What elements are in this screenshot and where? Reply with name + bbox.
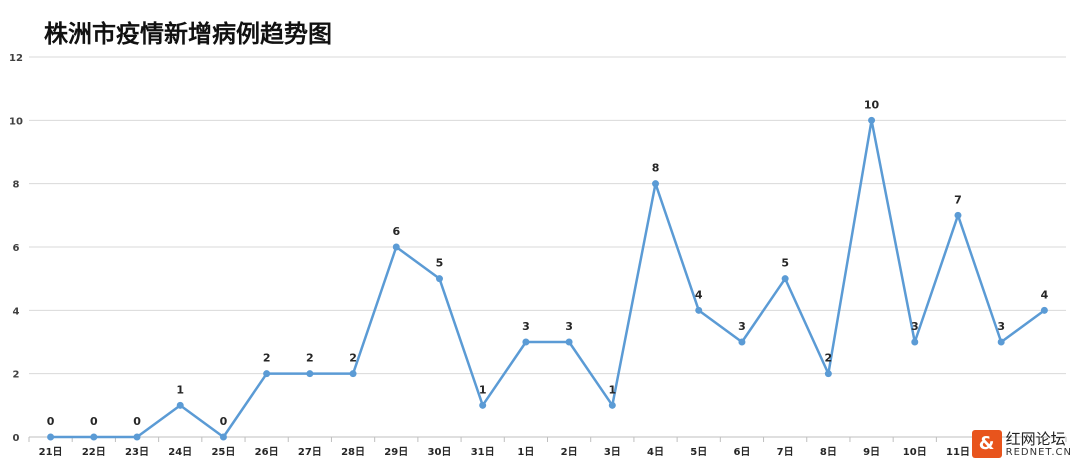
data-point bbox=[781, 275, 789, 283]
x-tick-label: 26日 bbox=[255, 446, 279, 458]
x-tick-label: 24日 bbox=[168, 446, 192, 458]
x-tick-label: 9日 bbox=[863, 446, 880, 458]
data-point bbox=[911, 338, 919, 346]
data-label: 5 bbox=[781, 257, 789, 270]
x-tick-label: 22日 bbox=[82, 446, 106, 458]
x-tick-label: 10日 bbox=[903, 446, 927, 458]
x-tick-label: 29日 bbox=[384, 446, 408, 458]
data-point bbox=[90, 433, 98, 441]
data-label: 6 bbox=[392, 225, 400, 238]
data-label: 3 bbox=[522, 320, 530, 333]
data-label: 1 bbox=[479, 383, 487, 396]
data-point bbox=[738, 338, 746, 346]
data-label: 2 bbox=[263, 352, 271, 365]
data-point bbox=[219, 433, 227, 441]
data-point bbox=[435, 275, 443, 283]
y-tick-label: 10 bbox=[9, 116, 23, 127]
data-label: 2 bbox=[349, 352, 357, 365]
x-tick-label: 2日 bbox=[561, 446, 578, 458]
data-point bbox=[824, 370, 832, 378]
data-label: 0 bbox=[47, 415, 55, 428]
data-point bbox=[997, 338, 1005, 346]
x-tick-label: 8日 bbox=[820, 446, 837, 458]
y-tick-label: 0 bbox=[13, 433, 20, 444]
data-point bbox=[176, 401, 184, 409]
data-point bbox=[306, 370, 314, 378]
y-tick-label: 2 bbox=[13, 370, 20, 381]
data-label: 1 bbox=[176, 383, 184, 396]
data-point bbox=[565, 338, 573, 346]
data-label: 3 bbox=[565, 320, 573, 333]
x-tick-label: 25日 bbox=[211, 446, 235, 458]
rednet-logo-icon: & bbox=[971, 430, 1002, 458]
data-label: 4 bbox=[1041, 288, 1049, 301]
y-tick-label: 4 bbox=[13, 306, 20, 317]
data-label: 2 bbox=[825, 352, 833, 365]
data-point bbox=[868, 116, 876, 124]
data-label: 3 bbox=[911, 320, 919, 333]
data-label: 10 bbox=[864, 98, 880, 111]
data-label: 0 bbox=[220, 415, 228, 428]
data-label: 1 bbox=[608, 383, 616, 396]
data-label: 7 bbox=[954, 193, 962, 206]
x-tick-label: 31日 bbox=[471, 446, 495, 458]
data-label: 4 bbox=[695, 288, 703, 301]
data-point bbox=[133, 433, 141, 441]
watermark: & 红网论坛 REDNET.CN bbox=[971, 429, 1072, 458]
data-point bbox=[263, 370, 271, 378]
series-line bbox=[50, 119, 1046, 439]
data-point bbox=[522, 338, 530, 346]
data-point bbox=[695, 306, 703, 314]
watermark-site: REDNET.CN bbox=[1005, 446, 1072, 458]
x-tick-label: 30日 bbox=[428, 446, 452, 458]
data-point bbox=[954, 211, 962, 219]
data-label: 2 bbox=[306, 352, 314, 365]
data-point bbox=[47, 433, 55, 441]
data-point bbox=[608, 401, 616, 409]
x-tick-label: 3日 bbox=[604, 446, 621, 458]
watermark-name: 红网论坛 bbox=[1005, 429, 1066, 448]
x-tick-label: 7日 bbox=[777, 446, 794, 458]
data-point bbox=[1040, 306, 1048, 314]
x-tick-label: 27日 bbox=[298, 446, 322, 458]
y-tick-label: 6 bbox=[13, 243, 20, 254]
data-point bbox=[392, 243, 400, 251]
data-label: 3 bbox=[997, 320, 1005, 333]
y-tick-label: 12 bbox=[9, 53, 23, 64]
data-point bbox=[652, 180, 660, 188]
data-point bbox=[479, 401, 487, 409]
y-tick-label: 8 bbox=[13, 180, 20, 191]
x-tick-label: 21日 bbox=[39, 446, 63, 458]
data-label: 8 bbox=[652, 162, 660, 175]
data-label: 3 bbox=[738, 320, 746, 333]
data-label: 5 bbox=[436, 257, 444, 270]
x-tick-label: 1日 bbox=[517, 446, 534, 458]
data-label: 0 bbox=[133, 415, 141, 428]
x-tick-label: 4日 bbox=[647, 446, 664, 458]
x-tick-label: 23日 bbox=[125, 446, 149, 458]
x-tick-label: 28日 bbox=[341, 446, 365, 458]
data-point bbox=[349, 370, 357, 378]
chart-title: 株洲市疫情新增病例趋势图 bbox=[44, 20, 332, 48]
x-tick-label: 11日 bbox=[946, 446, 970, 458]
data-label: 0 bbox=[90, 415, 98, 428]
x-tick-label: 5日 bbox=[690, 446, 707, 458]
x-tick-label: 6日 bbox=[733, 446, 750, 458]
